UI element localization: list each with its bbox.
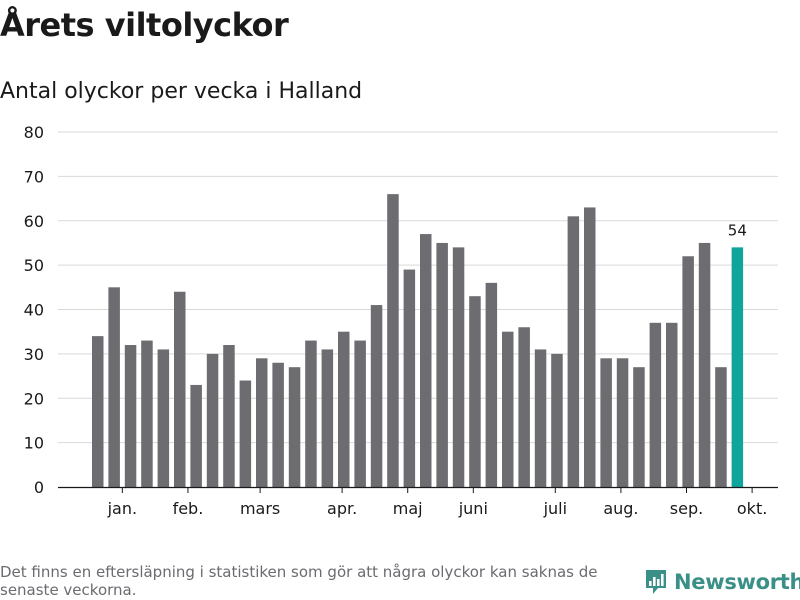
bar xyxy=(124,345,137,487)
bar xyxy=(698,242,711,487)
bar xyxy=(485,282,498,487)
x-tick-label: feb. xyxy=(173,499,204,518)
bar xyxy=(157,349,170,487)
bar-chart: 0 10 20 30 40 50 60 70 80 54 jan. feb. mars apr. maj… xyxy=(24,123,778,518)
bar xyxy=(288,367,301,487)
data-label: 54 xyxy=(728,221,747,239)
y-axis-tick-labels: 0 10 20 30 40 50 60 70 80 xyxy=(24,123,44,497)
bar xyxy=(469,296,481,487)
bar xyxy=(600,358,612,487)
chart-subtitle: Antal olyckor per vecka i Halland xyxy=(0,79,363,104)
bar xyxy=(305,340,317,487)
x-tick-label: juli xyxy=(543,499,567,518)
bar xyxy=(502,331,514,487)
bar xyxy=(92,336,104,487)
bar xyxy=(370,305,383,487)
bar xyxy=(682,256,694,487)
y-tick-label: 70 xyxy=(24,167,44,186)
x-tick-label: apr. xyxy=(327,499,357,518)
y-tick-label: 80 xyxy=(24,123,44,142)
bar xyxy=(420,234,432,487)
bar xyxy=(518,327,530,487)
bar xyxy=(387,194,399,487)
bar xyxy=(108,287,120,487)
bars xyxy=(92,194,744,487)
y-tick-label: 20 xyxy=(24,389,44,408)
bar xyxy=(338,331,350,487)
chart-title: Årets viltolyckor xyxy=(0,6,289,44)
bar xyxy=(190,384,202,487)
bar xyxy=(649,322,662,487)
x-tick-label: juni xyxy=(458,499,488,518)
data-labels: 54 xyxy=(728,221,747,239)
bar xyxy=(256,358,268,487)
brand-name: Newsworthy xyxy=(674,570,800,594)
x-tick-label: maj xyxy=(393,499,423,518)
bar xyxy=(436,242,448,487)
y-tick-label: 10 xyxy=(24,434,44,453)
bar xyxy=(223,345,235,487)
y-tick-label: 30 xyxy=(24,345,44,364)
newsworthy-logo-icon xyxy=(646,570,666,594)
y-tick-label: 0 xyxy=(34,478,44,497)
bar xyxy=(534,349,547,487)
brand-logo[interactable]: Newsworthy xyxy=(644,568,800,596)
gridlines xyxy=(58,131,778,444)
bar xyxy=(715,367,727,487)
x-tick-label: sep. xyxy=(670,499,703,518)
x-tick-label: jan. xyxy=(107,499,137,518)
bar xyxy=(452,247,465,487)
x-tick-label: aug. xyxy=(603,499,638,518)
bar-highlight xyxy=(731,247,744,487)
x-tick-label: mars xyxy=(240,499,280,518)
bar xyxy=(403,269,416,487)
x-axis-month-labels: jan. feb. mars apr. maj juni juli aug. sep. okt. xyxy=(107,487,767,518)
bar xyxy=(354,340,366,487)
x-tick-label: okt. xyxy=(737,499,767,518)
bar xyxy=(567,216,580,487)
bar xyxy=(272,362,284,487)
y-tick-label: 50 xyxy=(24,256,44,275)
bar xyxy=(239,380,252,487)
bar xyxy=(584,207,596,487)
bar xyxy=(633,367,645,487)
bar xyxy=(616,358,629,487)
bar xyxy=(174,291,186,487)
bar xyxy=(551,353,563,487)
y-tick-label: 40 xyxy=(24,301,44,320)
bar xyxy=(141,340,153,487)
bar xyxy=(666,322,678,487)
bar xyxy=(206,353,219,487)
bar xyxy=(321,349,334,487)
y-tick-label: 60 xyxy=(24,212,44,231)
footnote: Det finns en eftersläpning i statistiken… xyxy=(0,563,598,599)
